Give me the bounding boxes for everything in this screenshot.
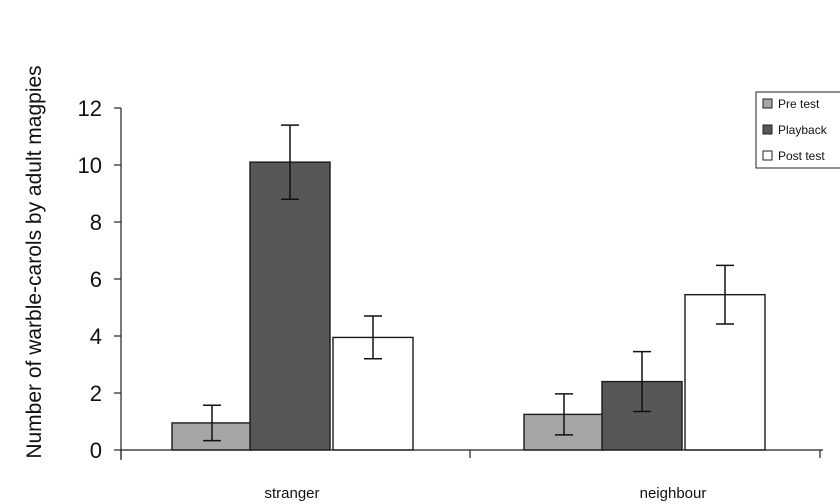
y-tick-label: 6 [90, 267, 102, 292]
category-labels: stranger neighbour [264, 485, 706, 502]
category-label-stranger: stranger [264, 485, 319, 502]
legend: Pre test Playback Post test [756, 92, 840, 168]
legend-swatch-post-test [763, 151, 772, 160]
y-tick-label: 10 [78, 153, 102, 178]
y-tick-label: 4 [90, 324, 102, 349]
legend-label-pre-test: Pre test [778, 97, 820, 111]
y-axis-ticks: 0 2 4 6 8 10 12 [78, 96, 121, 463]
bar-playback-stranger [250, 162, 330, 450]
y-tick-label: 12 [78, 96, 102, 121]
category-label-neighbour: neighbour [640, 485, 707, 502]
y-tick-label: 0 [90, 438, 102, 463]
bars-group [172, 162, 765, 450]
y-tick-label: 8 [90, 210, 102, 235]
legend-swatch-pre-test [763, 99, 772, 108]
legend-label-post-test: Post test [778, 149, 825, 163]
legend-label-playback: Playback [778, 123, 828, 137]
y-axis-label: Number of warble-carols by adult magpies [23, 65, 46, 458]
legend-swatch-playback [763, 125, 772, 134]
y-tick-label: 2 [90, 381, 102, 406]
